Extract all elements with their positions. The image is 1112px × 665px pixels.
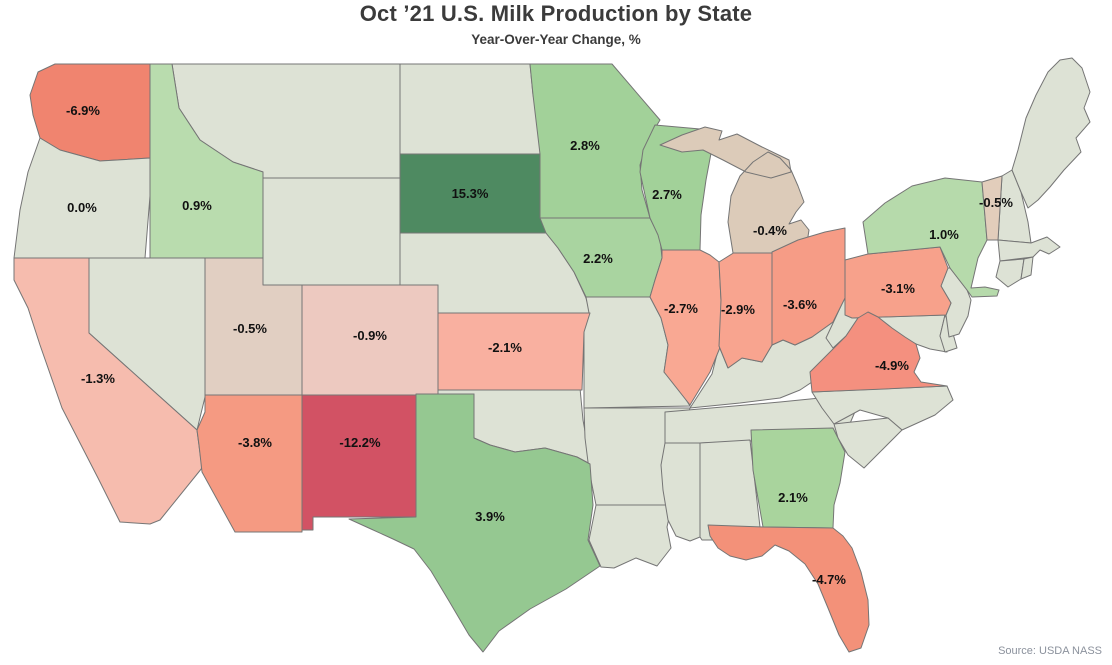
state-va[interactable] (809, 311, 948, 393)
state-id[interactable] (149, 63, 264, 259)
state-la[interactable] (588, 504, 673, 569)
label-az: -3.8% (238, 435, 272, 450)
label-ca: -1.3% (81, 371, 115, 386)
label-pa: -3.1% (881, 281, 915, 296)
state-ri[interactable] (1020, 256, 1034, 280)
state-mi[interactable] (659, 126, 810, 254)
source-note: Source: USDA NASS (998, 645, 1102, 657)
state-ca[interactable] (13, 257, 203, 525)
label-va: -4.9% (875, 358, 909, 373)
label-ks: -2.1% (488, 340, 522, 355)
value-labels: -6.9% 0.0% 0.9% -1.3% -0.5% -0.9% -3.8% … (66, 103, 1013, 587)
label-in: -2.9% (721, 302, 755, 317)
label-tx: 3.9% (475, 509, 505, 524)
label-nm: -12.2% (339, 435, 381, 450)
state-or[interactable] (13, 137, 151, 259)
label-vt: -0.5% (979, 195, 1013, 210)
label-wa: -6.9% (66, 103, 100, 118)
state-ct[interactable] (995, 258, 1025, 288)
label-wi: 2.7% (652, 187, 682, 202)
label-ga: 2.1% (778, 490, 808, 505)
data-states (13, 63, 1003, 653)
label-co: -0.9% (353, 328, 387, 343)
state-mn[interactable] (529, 63, 661, 219)
state-wy[interactable] (262, 177, 401, 286)
label-or: 0.0% (67, 200, 97, 215)
label-il: -2.7% (664, 301, 698, 316)
state-tx[interactable] (348, 393, 601, 653)
state-ny[interactable] (862, 177, 1000, 298)
state-ks[interactable] (437, 312, 591, 391)
state-nm[interactable] (301, 394, 417, 531)
label-ut: -0.5% (233, 321, 267, 336)
label-fl: -4.7% (812, 572, 846, 587)
page-title: Oct ’21 U.S. Milk Production by State (359, 1, 753, 26)
label-oh: -3.6% (783, 297, 817, 312)
state-me[interactable] (1011, 57, 1091, 209)
state-sc[interactable] (833, 417, 903, 469)
state-ga[interactable] (750, 427, 846, 529)
label-sd: 15.3% (452, 186, 489, 201)
state-az[interactable] (196, 394, 303, 533)
label-mn: 2.8% (570, 138, 600, 153)
state-il[interactable] (649, 249, 722, 406)
state-vt[interactable] (981, 175, 1003, 241)
label-ny: 1.0% (929, 227, 959, 242)
label-id: 0.9% (182, 198, 212, 213)
label-ia: 2.2% (583, 251, 613, 266)
page-subtitle: Year-Over-Year Change, % (471, 32, 641, 47)
label-mi: -0.4% (753, 223, 787, 238)
state-nd[interactable] (399, 63, 541, 155)
state-fl[interactable] (707, 524, 870, 653)
state-oh[interactable] (771, 227, 846, 346)
no-data-states (88, 57, 1091, 569)
